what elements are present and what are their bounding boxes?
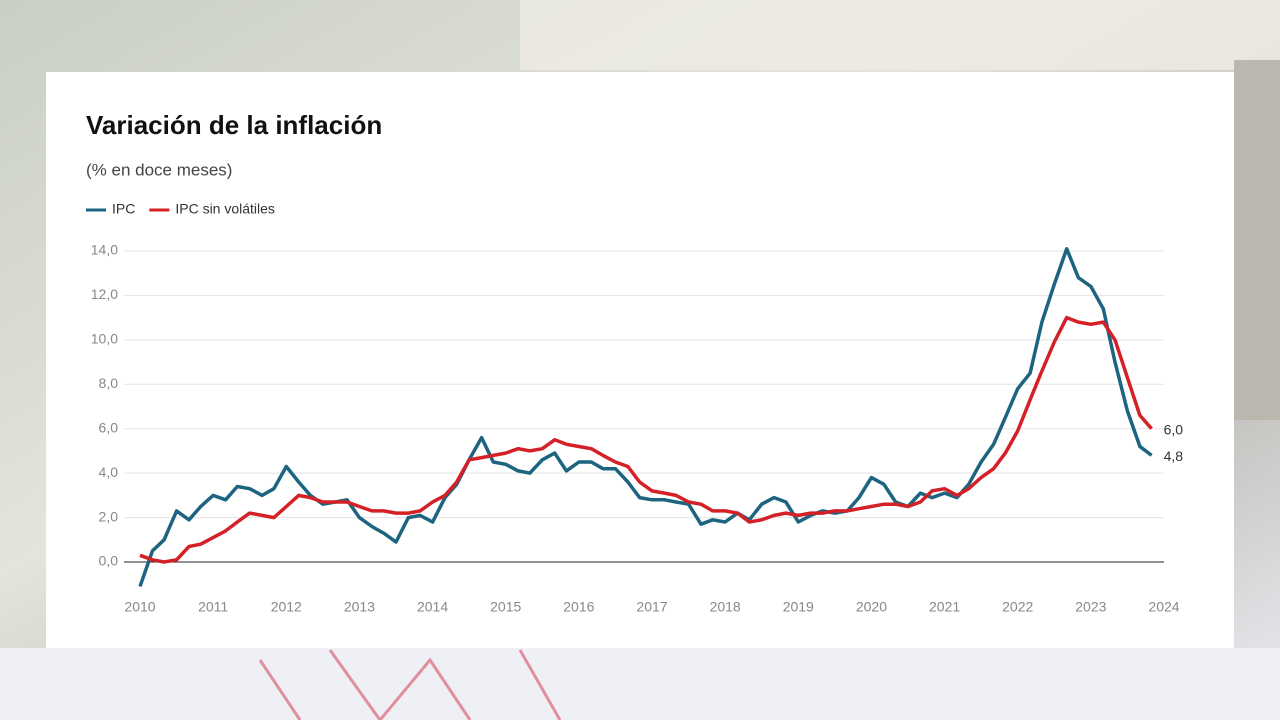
x-tick-label: 2014 [417,599,448,615]
y-tick-label: 8,0 [99,375,119,391]
x-tick-label: 2015 [490,599,521,615]
y-tick-label: 2,0 [99,508,119,524]
x-tick-label: 2023 [1075,599,1106,615]
x-tick-label: 2017 [636,599,667,615]
end-value-label: 4,8 [1164,448,1184,464]
x-tick-label: 2020 [856,599,887,615]
series-line [138,247,1153,587]
y-tick-label: 4,0 [99,464,119,480]
paper-lines [258,649,562,723]
x-tick-label: 2019 [783,599,814,615]
x-tick-label: 2016 [563,599,594,615]
x-tick-label: 2010 [124,599,155,615]
legend-label: IPC [112,201,135,217]
y-tick-label: 14,0 [91,242,118,258]
x-tick-label: 2022 [1002,599,1033,615]
x-tick-label: 2024 [1148,599,1179,615]
banknotes [520,0,1280,70]
chart-card [46,72,1234,648]
y-tick-label: 0,0 [99,553,119,569]
chart-subtitle: (% en doce meses) [86,160,232,179]
y-tick-label: 6,0 [99,419,119,435]
legend-label: IPC sin volátiles [175,201,275,217]
paper-chart [0,648,1280,720]
banknotes-side [1234,60,1280,420]
y-tick-label: 12,0 [91,286,118,302]
series-line [139,315,1153,564]
x-tick-label: 2021 [929,599,960,615]
end-value-label: 6,0 [1164,421,1184,437]
chart-title: Variación de la inflación [86,110,382,140]
x-tick-label: 2018 [710,599,741,615]
y-tick-label: 10,0 [91,331,118,347]
x-tick-label: 2012 [271,599,302,615]
x-tick-label: 2013 [344,599,375,615]
x-tick-label: 2011 [198,599,228,615]
